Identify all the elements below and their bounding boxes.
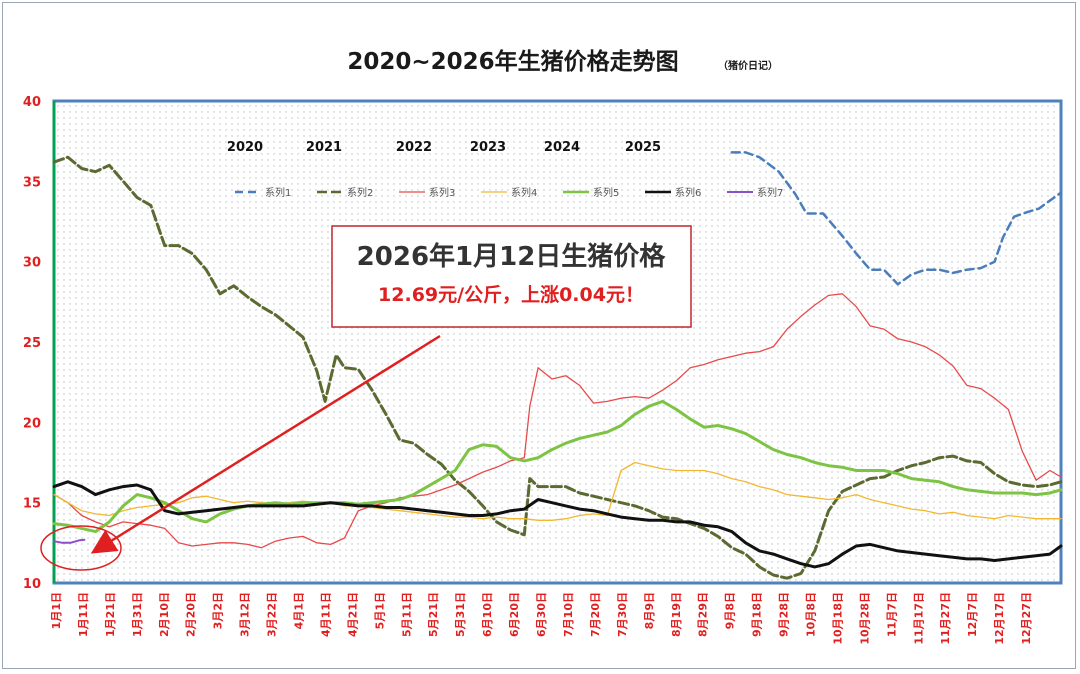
series-line bbox=[52, 399, 1063, 534]
y-tick-label: 15 bbox=[23, 497, 41, 512]
x-tick-label: 7月30日 bbox=[616, 592, 629, 637]
legend-label: 系列7 bbox=[757, 186, 783, 199]
x-tick-label: 6月30日 bbox=[535, 592, 548, 637]
y-tick-label: 35 bbox=[23, 175, 41, 190]
x-tick-label: 3月12日 bbox=[239, 592, 252, 637]
callout-box bbox=[331, 225, 692, 328]
legend-label: 系列5 bbox=[593, 186, 619, 199]
x-tick-label: 8月29日 bbox=[697, 592, 710, 637]
year-label: 2025 bbox=[625, 140, 661, 155]
x-tick-label: 2月10日 bbox=[158, 592, 171, 637]
y-tick-label: 25 bbox=[23, 336, 41, 351]
x-tick-label: 11月17日 bbox=[912, 592, 925, 645]
x-tick-label: 6月10日 bbox=[481, 592, 494, 637]
x-tick-label: 10月8日 bbox=[804, 592, 817, 637]
price-trend-chart: 2020~2026年生猪价格走势图 （猪价日记） 10152025303540 … bbox=[23, 48, 1063, 645]
x-tick-label: 6月20日 bbox=[508, 592, 521, 637]
callout-headline: 2026年1月12日生猪价格 bbox=[357, 241, 667, 272]
x-tick-label: 12月27日 bbox=[1020, 592, 1033, 645]
series-line bbox=[52, 480, 1063, 569]
x-tick-label: 3月2日 bbox=[212, 592, 225, 629]
x-tick-label: 1月11日 bbox=[77, 592, 90, 637]
series-line bbox=[730, 151, 1063, 286]
chart-subtitle: （猪价日记） bbox=[718, 59, 778, 72]
legend-label: 系列1 bbox=[265, 186, 291, 199]
x-tick-label: 1月31日 bbox=[131, 592, 144, 637]
x-tick-label: 11月7日 bbox=[885, 592, 898, 637]
year-label: 2020 bbox=[227, 140, 263, 155]
y-axis-ticks: 10 15 20 25 30 35 40 bbox=[23, 95, 41, 592]
series-line bbox=[52, 155, 1063, 580]
legend-label: 系列2 bbox=[347, 186, 373, 199]
year-label: 2021 bbox=[306, 140, 342, 155]
x-tick-label: 7月20日 bbox=[589, 592, 602, 637]
x-tick-label: 5月21日 bbox=[427, 592, 440, 637]
x-tick-label: 10月18日 bbox=[831, 592, 844, 645]
y-tick-label: 10 bbox=[23, 577, 41, 592]
x-tick-label: 4月1日 bbox=[293, 592, 306, 629]
x-tick-label: 2月20日 bbox=[185, 592, 198, 637]
x-tick-label: 11月27日 bbox=[939, 592, 952, 645]
x-tick-label: 8月9日 bbox=[643, 592, 656, 629]
x-tick-label: 1月1日 bbox=[50, 592, 63, 629]
callout-arrow bbox=[90, 334, 441, 554]
x-tick-label: 12月17日 bbox=[993, 592, 1006, 645]
y-tick-label: 30 bbox=[23, 256, 41, 271]
legend-label: 系列3 bbox=[429, 186, 455, 199]
series-lines bbox=[52, 151, 1063, 580]
x-tick-label: 4月21日 bbox=[346, 592, 359, 637]
x-tick-label: 4月11日 bbox=[319, 592, 332, 637]
year-labels: 2020 2021 2022 2023 2024 2025 bbox=[227, 140, 661, 155]
legend-label: 系列4 bbox=[511, 186, 537, 199]
series-line bbox=[53, 538, 86, 544]
series-line bbox=[53, 461, 1062, 521]
year-label: 2022 bbox=[396, 140, 432, 155]
highlight-circle bbox=[40, 525, 122, 571]
legend-label: 系列6 bbox=[675, 186, 701, 199]
x-tick-label: 10月28日 bbox=[858, 592, 871, 645]
x-axis-ticks: 1月1日 1月11日 1月21日 1月31日 2月10日 2月20日 3月2日 3月12日 3月… bbox=[50, 592, 1033, 645]
year-label: 2024 bbox=[544, 140, 580, 155]
latest-price-callout: 2026年1月12日生猪价格 12.69元/公斤，上涨0.04元！ bbox=[331, 225, 692, 328]
series-line bbox=[53, 293, 1062, 549]
chart-title: 2020~2026年生猪价格走势图 bbox=[347, 48, 678, 75]
x-tick-label: 9月8日 bbox=[724, 592, 737, 629]
x-tick-label: 8月19日 bbox=[670, 592, 683, 637]
x-tick-label: 5月1日 bbox=[373, 592, 386, 629]
x-tick-label: 9月18日 bbox=[751, 592, 764, 637]
x-tick-label: 1月21日 bbox=[104, 592, 117, 637]
year-label: 2023 bbox=[470, 140, 506, 155]
y-tick-label: 40 bbox=[23, 95, 41, 110]
x-tick-label: 12月7日 bbox=[966, 592, 979, 637]
legend: 系列1 系列2 系列3 系列4 系列5 系列6 系列7 bbox=[235, 186, 783, 199]
y-tick-label: 20 bbox=[23, 416, 41, 431]
x-tick-label: 3月22日 bbox=[266, 592, 279, 637]
x-tick-label: 9月28日 bbox=[778, 592, 791, 637]
callout-detail: 12.69元/公斤，上涨0.04元！ bbox=[378, 284, 644, 306]
x-tick-label: 5月11日 bbox=[400, 592, 413, 637]
x-tick-label: 5月31日 bbox=[454, 592, 467, 637]
x-tick-label: 7月10日 bbox=[562, 592, 575, 637]
